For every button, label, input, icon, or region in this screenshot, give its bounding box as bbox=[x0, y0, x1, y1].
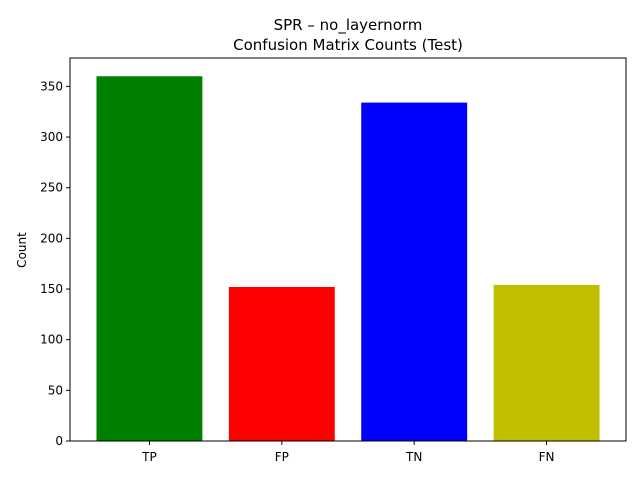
x-tick-label-tn: TN bbox=[405, 450, 422, 464]
y-tick-label: 300 bbox=[40, 130, 63, 144]
chart-title: SPR – no_layernorm bbox=[274, 16, 423, 35]
chart-subtitle: Confusion Matrix Counts (Test) bbox=[233, 36, 463, 54]
bar-tp bbox=[96, 76, 203, 441]
x-tick-label-fn: FN bbox=[539, 450, 555, 464]
y-tick-label: 0 bbox=[55, 434, 63, 448]
x-tick-label-tp: TP bbox=[141, 450, 157, 464]
bar-fp bbox=[228, 286, 335, 441]
y-tick-label: 100 bbox=[40, 333, 63, 347]
y-tick-label: 350 bbox=[40, 79, 63, 93]
y-tick-label: 50 bbox=[48, 383, 63, 397]
bar-fn bbox=[493, 284, 600, 441]
x-tick-label-fp: FP bbox=[275, 450, 289, 464]
x-ticks-group: TP FP TN FN bbox=[141, 441, 555, 464]
y-ticks-group: 0 50 100 150 200 250 300 350 bbox=[40, 79, 70, 448]
y-tick-label: 200 bbox=[40, 231, 63, 245]
bars-group bbox=[96, 76, 600, 442]
y-axis-label: Count bbox=[15, 232, 29, 268]
y-tick-label: 150 bbox=[40, 282, 63, 296]
plot-frame bbox=[69, 57, 627, 442]
y-tick-label: 250 bbox=[40, 181, 63, 195]
bar-tn bbox=[361, 102, 468, 442]
